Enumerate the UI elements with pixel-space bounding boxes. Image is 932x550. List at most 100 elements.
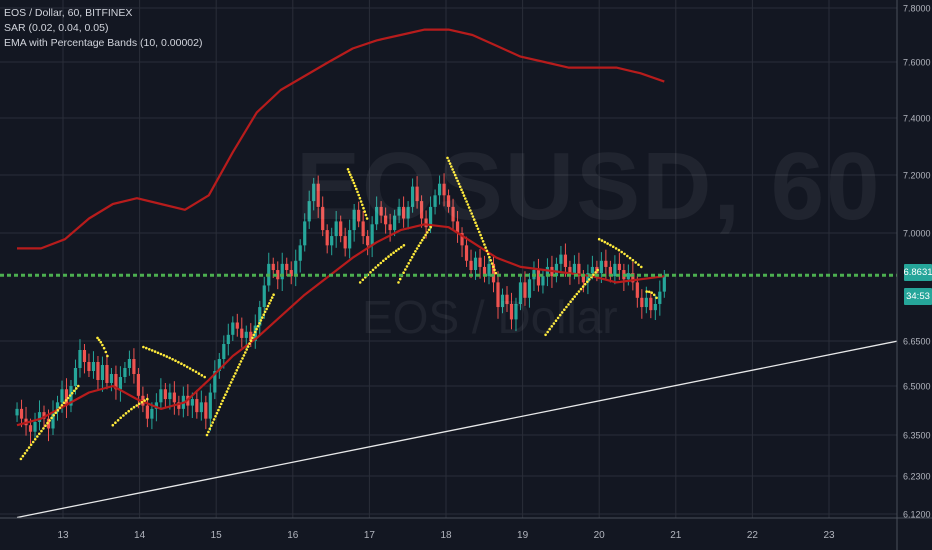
- sar-dot: [265, 307, 268, 311]
- sar-dot: [623, 252, 626, 256]
- candle-body: [150, 408, 154, 419]
- sar-dot: [384, 257, 388, 261]
- candle-body: [172, 392, 176, 403]
- sar-dot: [349, 173, 352, 176]
- sar-dot: [77, 384, 80, 388]
- sar-dot: [596, 268, 599, 272]
- sar-dot: [420, 238, 424, 242]
- sar-dot: [165, 355, 169, 358]
- candle-body: [316, 183, 320, 207]
- candle-body: [339, 221, 343, 237]
- candle-body: [145, 405, 149, 419]
- sar-dot: [402, 271, 405, 275]
- sar-dot: [171, 358, 174, 361]
- candle-body: [226, 334, 230, 344]
- sar-dot: [60, 404, 64, 407]
- sar-dot: [236, 366, 240, 369]
- legend-sar[interactable]: SAR (0.02, 0.04, 0.05): [4, 22, 109, 34]
- candle-body: [204, 402, 208, 419]
- sar-dot: [104, 350, 108, 354]
- sar-dot: [447, 159, 451, 163]
- ema-lower-band: [16, 223, 665, 427]
- time-axis-panel: [0, 518, 932, 550]
- candle-body: [361, 221, 365, 237]
- x-tick-label: 20: [594, 530, 606, 541]
- sar-dot: [194, 370, 198, 374]
- candle-body: [402, 206, 406, 219]
- candle-body: [563, 254, 568, 267]
- legend-ema[interactable]: EMA with Percentage Bands (10, 0.00002): [4, 37, 203, 49]
- sar-dot: [548, 327, 551, 331]
- x-tick-label: 15: [211, 530, 223, 541]
- sar-dot: [554, 319, 558, 323]
- sar-dot: [114, 421, 117, 425]
- y-tick-label: 6.6500: [903, 337, 931, 347]
- sar-dot: [363, 210, 367, 213]
- sar-dot: [261, 316, 264, 319]
- candle-body: [370, 224, 374, 246]
- candle-body: [87, 362, 91, 371]
- sar-dot: [253, 330, 257, 334]
- sar-dot: [58, 406, 62, 410]
- sar-dot: [96, 336, 99, 340]
- sar-dot: [227, 387, 230, 390]
- sar-dot: [448, 162, 452, 165]
- sar-dot: [140, 400, 144, 404]
- candle-body: [523, 282, 527, 298]
- sar-dot: [617, 248, 621, 252]
- sar-dot: [379, 261, 383, 265]
- sar-dot: [467, 206, 471, 209]
- sar-dot: [225, 390, 229, 393]
- candle-body: [653, 303, 657, 311]
- sar-dot: [353, 184, 357, 188]
- sar-dot: [488, 255, 491, 259]
- candle-body: [96, 362, 100, 380]
- sar-dot: [346, 168, 350, 171]
- candle-body: [231, 322, 235, 335]
- sar-dot: [244, 351, 247, 354]
- legend-symbol[interactable]: EOS / Dollar, 60, BITFINEX: [4, 7, 133, 19]
- candle-body: [73, 368, 78, 386]
- sar-dot: [33, 438, 37, 441]
- candle-body: [559, 254, 563, 264]
- sar-dot: [567, 303, 570, 306]
- candle-body: [28, 425, 33, 432]
- sar-dot: [461, 191, 465, 194]
- sar-dot: [200, 374, 204, 377]
- candle-body: [500, 294, 505, 308]
- sar-dot: [480, 236, 484, 240]
- candle-body: [437, 183, 442, 196]
- sar-dot: [640, 265, 643, 269]
- candle-body: [509, 303, 514, 320]
- candle-body: [379, 206, 383, 216]
- sar-dot: [232, 375, 236, 378]
- candle-body: [55, 402, 60, 413]
- candle-body: [213, 371, 217, 393]
- sar-dot: [219, 402, 223, 406]
- candle-body: [64, 389, 69, 406]
- candle-body: [554, 263, 559, 277]
- sar-dot: [397, 281, 400, 284]
- sar-dot: [270, 296, 274, 299]
- x-tick-label: 18: [440, 530, 452, 541]
- sar-dot: [68, 394, 72, 397]
- candle-body: [33, 421, 37, 432]
- sar-dot: [457, 182, 461, 186]
- candle-body: [644, 297, 648, 308]
- sar-dot: [546, 330, 549, 334]
- sar-dot: [571, 297, 574, 301]
- candle-body: [258, 307, 262, 326]
- sar-dot: [446, 156, 449, 160]
- legend: EOS / Dollar, 60, BITFINEX SAR (0.02, 0.…: [4, 6, 202, 51]
- sar-dot: [485, 249, 489, 253]
- candle-body: [406, 206, 410, 219]
- sar-dot: [412, 252, 416, 256]
- candle-body: [514, 303, 518, 320]
- sar-dot: [210, 424, 213, 427]
- sar-dot: [241, 357, 244, 360]
- sar-dot: [397, 247, 401, 251]
- sar-dot: [452, 171, 456, 174]
- sar-dot: [36, 435, 39, 438]
- sar-dot: [417, 244, 421, 247]
